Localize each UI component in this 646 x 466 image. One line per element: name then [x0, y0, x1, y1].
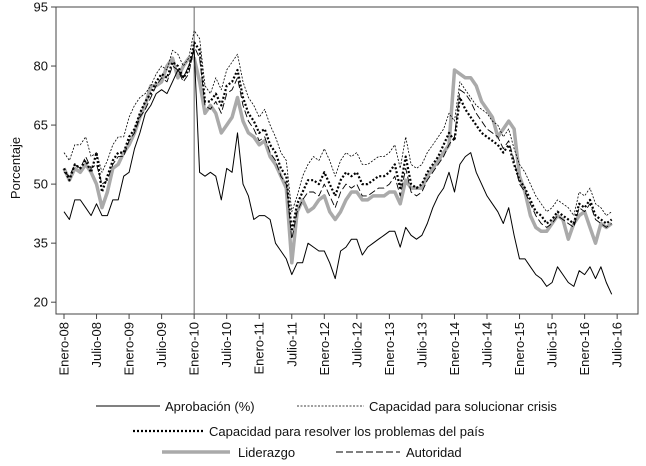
x-tick-label: Julio-08	[89, 322, 104, 368]
series-line-aprobacion	[63, 49, 613, 295]
legend-label-solucionar-crisis: Capacidad para solucionar crisis	[369, 399, 557, 414]
series-line-resolver-problemas	[62, 41, 613, 233]
legend-label-liderazgo: Liderazgo	[238, 445, 295, 460]
x-tick-label: Julio-12	[349, 322, 364, 368]
y-tick-label: 35	[34, 236, 48, 251]
x-tick-label: Enero-11	[252, 322, 267, 375]
y-tick-label: 65	[34, 118, 48, 133]
x-tick-label: Enero-15	[512, 322, 527, 375]
series-line-liderazgo	[62, 56, 613, 265]
x-tick-label: Enero-10	[187, 322, 202, 375]
plot-frame	[55, 6, 639, 315]
x-tick-label: Enero-13	[382, 322, 397, 375]
x-tick-label: Enero-12	[317, 322, 332, 375]
y-tick-label: 80	[34, 59, 48, 74]
x-tick-label: Julio-10	[219, 322, 234, 368]
x-tick-label: Julio-11	[284, 322, 299, 367]
series-layer	[62, 30, 613, 295]
x-tick-label: Enero-14	[447, 322, 462, 375]
x-tick-label: Julio-14	[480, 322, 495, 368]
x-tick-label: Julio-09	[154, 322, 169, 368]
legend: Aprobación (%) Capacidad para solucionar…	[96, 399, 557, 460]
legend-label-aprobacion: Aprobación (%)	[165, 399, 255, 414]
legend-label-autoridad: Autoridad	[406, 445, 462, 460]
x-tick-label: Julio-13	[414, 322, 429, 368]
series-line-solucionar-crisis	[63, 30, 612, 216]
y-axis-ticks: 20 35 50 65 80 95	[34, 0, 56, 310]
x-tick-label: Julio-15	[545, 322, 560, 368]
x-axis-ticks: Enero-08 Julio-08 Enero-09 Julio-09 Enero-10…	[57, 314, 625, 375]
series-line-autoridad	[63, 45, 612, 240]
y-axis-title: Porcentaje	[8, 137, 23, 199]
x-tick-label: Julio-16	[610, 322, 625, 368]
y-tick-label: 50	[34, 177, 48, 192]
x-tick-label: Enero-08	[57, 322, 72, 375]
y-tick-label: 95	[34, 0, 48, 15]
x-tick-label: Enero-09	[122, 322, 137, 375]
legend-label-resolver-problemas: Capacidad para resolver los problemas de…	[209, 424, 485, 439]
y-tick-label: 20	[34, 295, 48, 310]
x-tick-label: Enero-16	[577, 322, 592, 375]
